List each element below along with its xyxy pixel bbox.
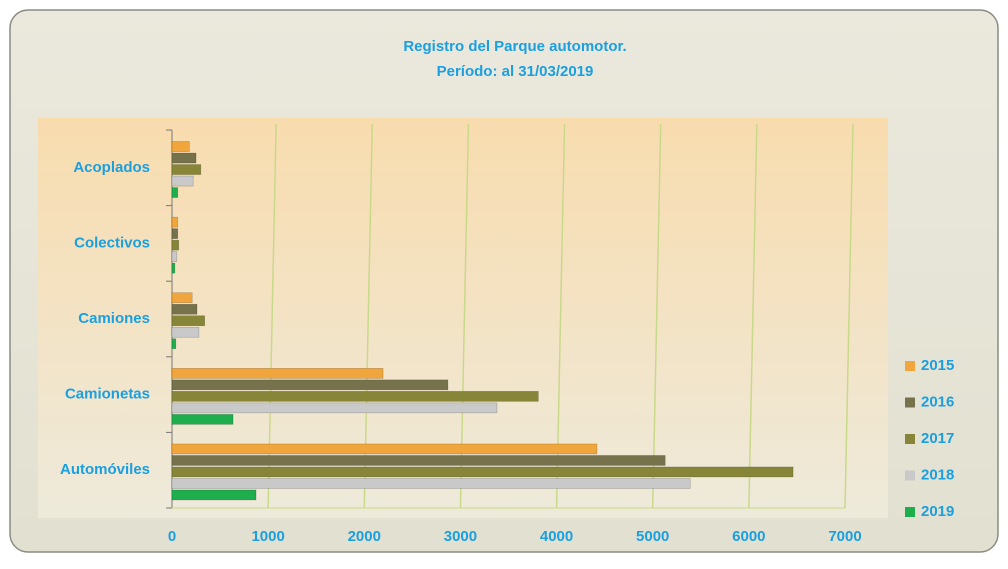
y-tick-label: Colectivos	[74, 234, 150, 251]
bar	[171, 141, 190, 152]
bar	[171, 164, 202, 175]
y-tick-label: Camionetas	[65, 386, 150, 403]
x-tick-label: 6000	[732, 528, 765, 545]
bar	[171, 368, 384, 379]
bar	[171, 152, 197, 164]
legend-swatch	[905, 361, 915, 371]
x-tick-label: 4000	[540, 528, 573, 545]
x-tick-label: 3000	[444, 528, 477, 545]
y-tick-label: Acoplados	[73, 159, 150, 176]
bar	[171, 443, 598, 455]
legend-label: 2018	[921, 466, 954, 483]
legend-swatch	[905, 507, 915, 517]
bar	[171, 251, 178, 262]
x-tick-label: 7000	[828, 528, 861, 545]
bar	[171, 391, 539, 402]
bar	[171, 379, 449, 391]
bar	[171, 239, 180, 251]
legend-swatch	[905, 434, 915, 444]
bar	[171, 455, 666, 466]
legend-label: 2016	[921, 393, 954, 410]
bar	[171, 262, 176, 274]
bar	[171, 315, 205, 327]
bar	[171, 414, 234, 425]
bar	[171, 228, 179, 239]
bar	[171, 187, 179, 198]
bar	[171, 466, 794, 478]
x-tick-label: 0	[168, 528, 176, 545]
x-tick-label: 2000	[348, 528, 381, 545]
bar	[171, 402, 498, 414]
legend-swatch	[905, 397, 915, 408]
bar	[171, 292, 193, 304]
legend-label: 2019	[921, 503, 954, 520]
legend-label: 2017	[921, 430, 954, 447]
bar	[171, 303, 198, 315]
bar	[171, 478, 691, 489]
x-tick-label: 1000	[251, 528, 284, 545]
legend-swatch	[905, 470, 915, 481]
chart-subtitle: Período: al 31/03/2019	[437, 63, 594, 80]
y-tick-label: Camiones	[78, 310, 150, 327]
bar	[171, 175, 194, 187]
bar	[171, 489, 257, 501]
grid-line	[651, 123, 662, 509]
bar	[171, 326, 200, 338]
bar	[171, 216, 179, 228]
bar	[171, 338, 177, 350]
x-tick-label: 5000	[636, 528, 669, 545]
y-tick-label: Automóviles	[60, 461, 150, 478]
grid-line	[748, 123, 758, 509]
grid-line	[844, 123, 854, 509]
legend-label: 2015	[921, 357, 954, 374]
chart-title: Registro del Parque automotor.	[403, 38, 626, 55]
